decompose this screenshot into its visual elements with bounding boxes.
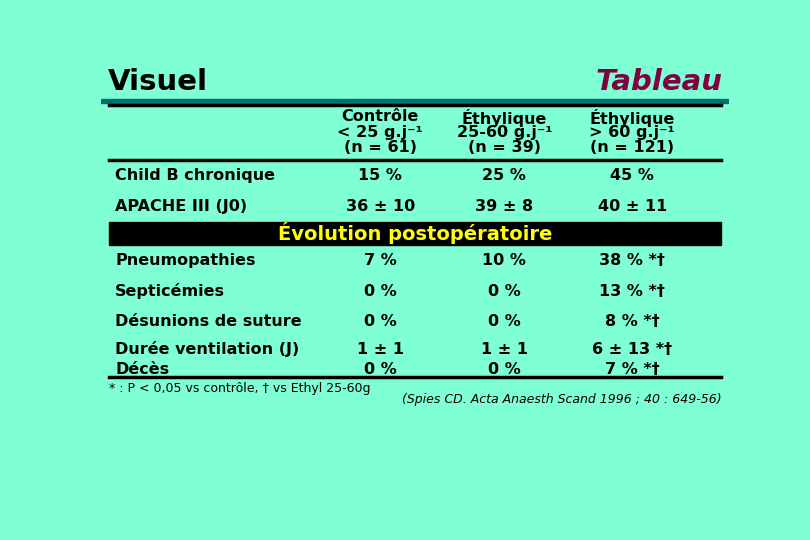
Text: 13 % *†: 13 % *† xyxy=(599,284,665,299)
Text: 39 ± 8: 39 ± 8 xyxy=(475,199,533,214)
Text: Décès: Décès xyxy=(115,362,169,377)
Text: Pneumopathies: Pneumopathies xyxy=(115,253,256,268)
Text: 45 %: 45 % xyxy=(610,168,654,183)
Bar xyxy=(101,99,729,103)
Text: Durée ventilation (J): Durée ventilation (J) xyxy=(115,341,300,357)
Text: 8 % *†: 8 % *† xyxy=(605,314,659,329)
Text: 25-60 g.j⁻¹: 25-60 g.j⁻¹ xyxy=(457,125,552,140)
Text: 25 %: 25 % xyxy=(482,168,526,183)
Text: Child B chronique: Child B chronique xyxy=(115,168,275,183)
Text: (n = 121): (n = 121) xyxy=(590,140,674,156)
Text: 0 %: 0 % xyxy=(364,314,397,329)
Text: 0 %: 0 % xyxy=(488,284,521,299)
Text: * : P < 0,05 vs contrôle, † vs Ethyl 25-60g: * : P < 0,05 vs contrôle, † vs Ethyl 25-… xyxy=(109,382,370,395)
Text: (n = 39): (n = 39) xyxy=(467,140,541,156)
Text: Septicémies: Septicémies xyxy=(115,283,225,299)
Text: 7 % *†: 7 % *† xyxy=(605,362,659,377)
Text: Éthylique: Éthylique xyxy=(590,110,675,127)
Text: 0 %: 0 % xyxy=(364,362,397,377)
Text: Contrôle: Contrôle xyxy=(342,110,419,124)
Text: 7 %: 7 % xyxy=(364,253,397,268)
Text: 6 ± 13 *†: 6 ± 13 *† xyxy=(592,342,672,356)
Text: 10 %: 10 % xyxy=(482,253,526,268)
Text: Tableau: Tableau xyxy=(596,68,723,96)
Text: Éthylique: Éthylique xyxy=(462,110,547,127)
Text: Évolution postopératoire: Évolution postopératoire xyxy=(278,222,552,245)
Text: < 25 g.j⁻¹: < 25 g.j⁻¹ xyxy=(338,125,423,140)
Text: (Spies CD. Acta Anaesth Scand 1996 ; 40 : 649-56): (Spies CD. Acta Anaesth Scand 1996 ; 40 … xyxy=(402,393,721,406)
Text: 38 % *†: 38 % *† xyxy=(599,253,665,268)
Text: 40 ± 11: 40 ± 11 xyxy=(598,199,667,214)
Text: APACHE III (J0): APACHE III (J0) xyxy=(115,199,247,214)
Text: Désunions de suture: Désunions de suture xyxy=(115,314,302,329)
Bar xyxy=(109,222,721,245)
Text: 1 ± 1: 1 ± 1 xyxy=(481,342,528,356)
Text: 0 %: 0 % xyxy=(488,314,521,329)
Text: (n = 61): (n = 61) xyxy=(343,140,417,156)
Text: 0 %: 0 % xyxy=(364,284,397,299)
Text: 36 ± 10: 36 ± 10 xyxy=(346,199,415,214)
Text: 1 ± 1: 1 ± 1 xyxy=(356,342,403,356)
Text: Visuel: Visuel xyxy=(108,68,207,96)
Text: 0 %: 0 % xyxy=(488,362,521,377)
Text: > 60 g.j⁻¹: > 60 g.j⁻¹ xyxy=(590,125,675,140)
Text: 15 %: 15 % xyxy=(358,168,403,183)
